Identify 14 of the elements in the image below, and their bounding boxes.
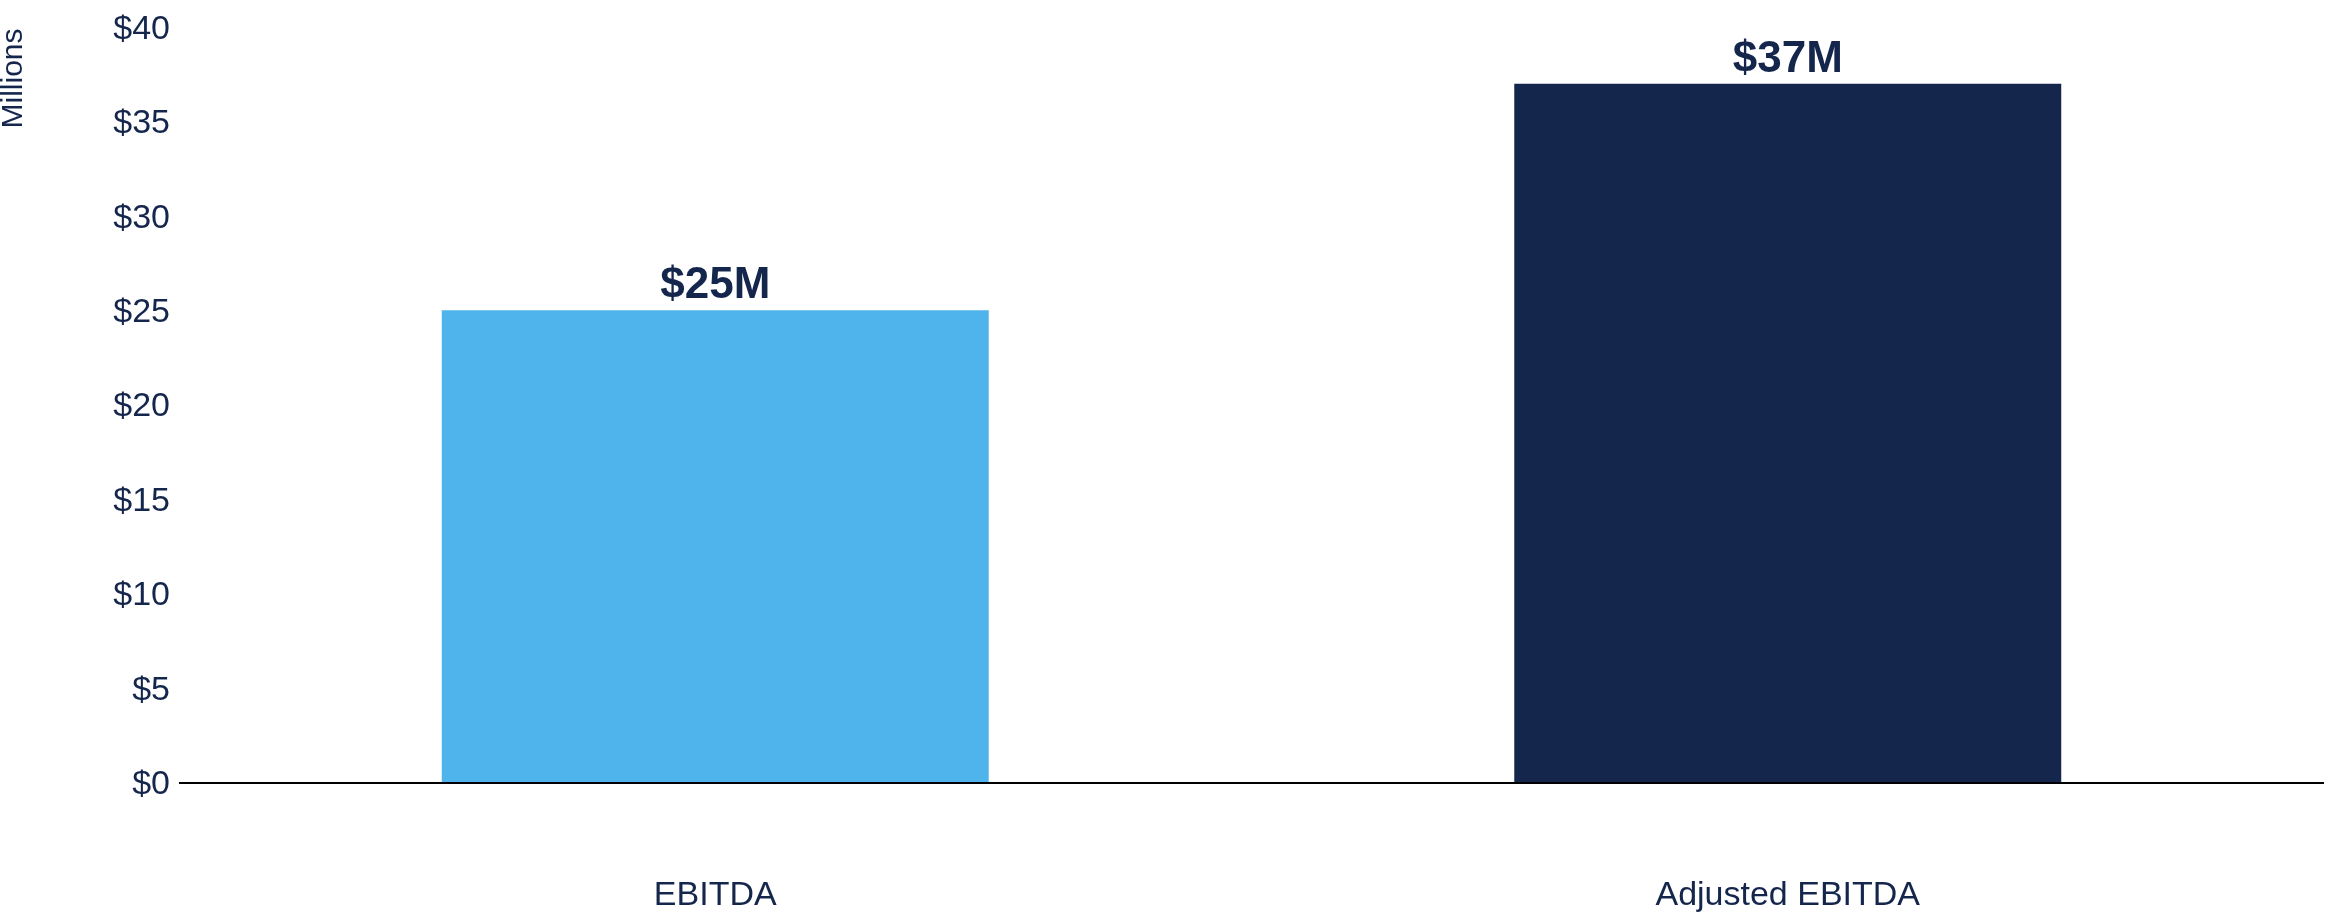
x-tick-label: EBITDA — [653, 873, 777, 912]
y-tick-label: $20 — [113, 385, 170, 424]
y-tick-label: $25 — [113, 291, 170, 330]
y-tick-label: $10 — [113, 574, 170, 613]
data-label: $25M — [660, 258, 771, 308]
y-tick-label: $0 — [132, 762, 170, 801]
y-tick-label: $5 — [132, 668, 170, 707]
y-tick-label: $35 — [113, 102, 170, 141]
y-tick-label: $40 — [113, 7, 170, 46]
y-tick-label: $30 — [113, 196, 170, 235]
x-tick-label: Adjusted EBITDA — [1655, 873, 1921, 912]
data-label: $37M — [1732, 31, 1843, 81]
y-axis-title: Millions — [0, 28, 28, 129]
y-tick-label: $15 — [113, 479, 170, 518]
